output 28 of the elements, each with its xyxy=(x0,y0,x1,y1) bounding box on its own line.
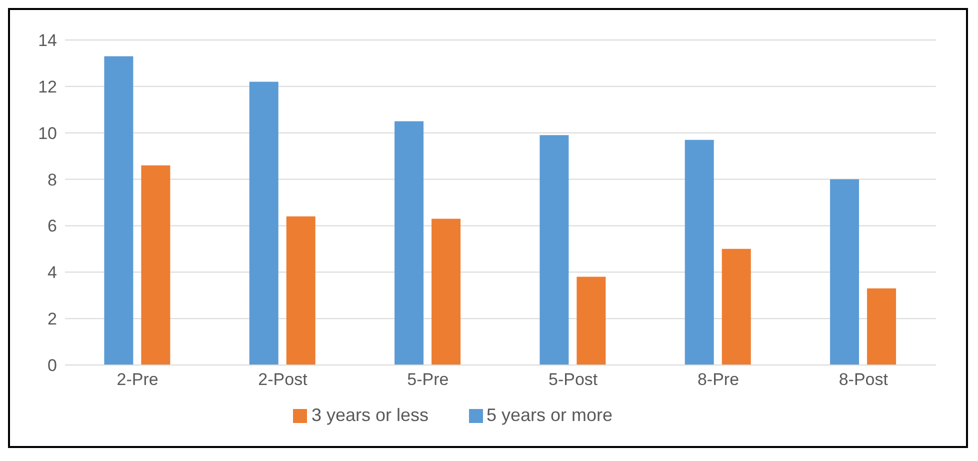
bar xyxy=(576,276,606,365)
x-tick-label: 5-Post xyxy=(548,370,598,390)
bar xyxy=(830,179,860,365)
y-tick-label: 2 xyxy=(48,310,57,329)
legend-label: 5 years or more xyxy=(486,405,613,425)
bar xyxy=(684,140,714,365)
y-tick-label: 4 xyxy=(48,263,57,282)
y-tick-label: 10 xyxy=(38,124,57,143)
bar xyxy=(867,288,896,365)
legend-label: 3 years or less xyxy=(311,405,428,425)
x-tick-label: 2-Post xyxy=(258,370,308,390)
x-tick-label: 8-Pre xyxy=(697,370,740,390)
x-tick-label: 2-Pre xyxy=(116,370,158,390)
x-tick-label: 5-Pre xyxy=(407,370,449,390)
bar xyxy=(722,248,751,365)
bar xyxy=(141,165,170,365)
bar xyxy=(104,56,134,365)
x-tick-label: 8-Post xyxy=(838,370,888,390)
bar xyxy=(394,121,424,365)
bar xyxy=(249,82,278,365)
y-tick-label: 8 xyxy=(48,170,57,190)
y-tick-label: 0 xyxy=(48,356,57,376)
y-tick-label: 6 xyxy=(48,216,57,236)
bar xyxy=(286,216,316,365)
y-tick-label: 12 xyxy=(38,77,57,96)
bar xyxy=(540,135,569,365)
bar xyxy=(432,218,461,365)
y-tick-label: 14 xyxy=(38,31,57,50)
